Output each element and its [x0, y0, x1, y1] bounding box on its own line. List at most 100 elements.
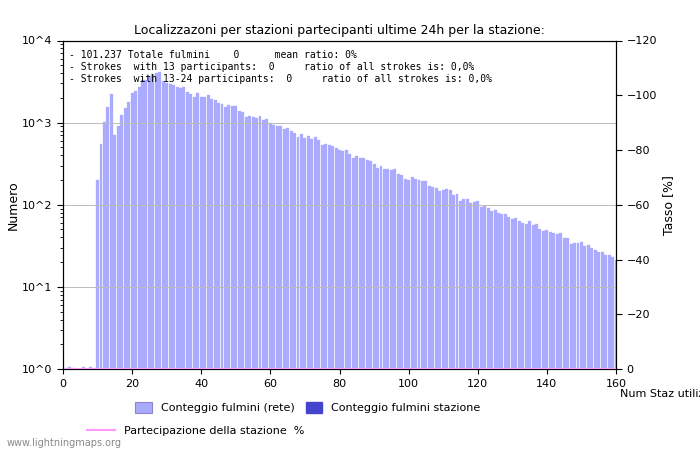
- Bar: [497, 213, 500, 450]
- Bar: [148, 77, 151, 450]
- Y-axis label: Numero: Numero: [6, 180, 20, 230]
- Bar: [463, 199, 466, 450]
- Bar: [365, 160, 369, 450]
- Bar: [72, 368, 75, 450]
- Bar: [241, 112, 244, 450]
- Bar: [169, 84, 172, 450]
- Bar: [120, 115, 123, 450]
- Bar: [151, 74, 154, 450]
- Bar: [69, 367, 71, 450]
- Bar: [103, 122, 106, 450]
- Bar: [342, 151, 344, 450]
- Bar: [193, 97, 196, 450]
- Bar: [279, 126, 282, 450]
- Bar: [587, 245, 590, 450]
- Bar: [404, 179, 407, 450]
- Bar: [117, 126, 120, 450]
- Bar: [210, 99, 213, 450]
- Bar: [262, 120, 265, 450]
- Bar: [321, 145, 323, 450]
- Bar: [245, 117, 248, 450]
- Bar: [508, 217, 510, 450]
- Text: www.lightningmaps.org: www.lightningmaps.org: [7, 438, 122, 448]
- Bar: [220, 104, 223, 450]
- Bar: [431, 187, 434, 450]
- Bar: [559, 234, 562, 450]
- Bar: [566, 238, 569, 450]
- Bar: [231, 106, 234, 450]
- Bar: [251, 117, 255, 450]
- Bar: [96, 180, 99, 450]
- Bar: [144, 80, 148, 450]
- Bar: [110, 94, 113, 450]
- Bar: [573, 243, 576, 450]
- Bar: [535, 224, 538, 450]
- Bar: [89, 368, 92, 450]
- Bar: [134, 91, 137, 450]
- Bar: [269, 123, 272, 450]
- Bar: [362, 158, 365, 450]
- Bar: [522, 223, 524, 450]
- Bar: [424, 181, 428, 450]
- Bar: [531, 225, 535, 450]
- Bar: [265, 119, 268, 450]
- Bar: [397, 174, 400, 450]
- Bar: [604, 255, 607, 450]
- Bar: [65, 369, 68, 450]
- Bar: [338, 150, 341, 450]
- Bar: [438, 191, 441, 450]
- Bar: [276, 126, 279, 450]
- Bar: [172, 86, 175, 450]
- Bar: [272, 125, 275, 450]
- Bar: [445, 189, 448, 450]
- Bar: [442, 190, 444, 450]
- Bar: [407, 180, 410, 450]
- Bar: [228, 105, 230, 450]
- Bar: [138, 86, 141, 450]
- Bar: [297, 137, 300, 450]
- Bar: [518, 221, 521, 450]
- Bar: [307, 136, 310, 450]
- Bar: [83, 367, 85, 450]
- Bar: [428, 186, 430, 450]
- Bar: [324, 144, 327, 450]
- Bar: [106, 107, 109, 450]
- Bar: [359, 158, 362, 450]
- Bar: [514, 218, 517, 450]
- Bar: [331, 146, 334, 450]
- Bar: [131, 94, 134, 450]
- Bar: [552, 233, 555, 450]
- Bar: [435, 188, 438, 450]
- Bar: [473, 202, 476, 450]
- Bar: [480, 207, 483, 450]
- Bar: [570, 244, 573, 450]
- Bar: [545, 230, 548, 450]
- Bar: [79, 369, 82, 450]
- Bar: [459, 201, 462, 450]
- Bar: [328, 145, 330, 450]
- Y-axis label: Tasso [%]: Tasso [%]: [662, 175, 676, 235]
- Bar: [414, 179, 417, 450]
- Bar: [283, 129, 286, 450]
- Bar: [248, 116, 251, 450]
- Bar: [490, 211, 493, 450]
- Bar: [594, 250, 596, 450]
- Bar: [421, 181, 424, 450]
- Bar: [528, 221, 531, 450]
- Bar: [411, 177, 414, 450]
- Bar: [317, 140, 320, 450]
- Bar: [400, 175, 403, 450]
- Bar: [379, 166, 382, 450]
- Bar: [304, 139, 307, 450]
- Bar: [349, 154, 351, 450]
- Legend: Conteggio fulmini (rete), Conteggio fulmini stazione: Conteggio fulmini (rete), Conteggio fulm…: [131, 397, 485, 418]
- Bar: [470, 203, 473, 450]
- Bar: [141, 80, 144, 450]
- Bar: [556, 234, 559, 450]
- Bar: [417, 180, 421, 450]
- Bar: [238, 111, 241, 450]
- Bar: [314, 137, 317, 450]
- Bar: [452, 195, 455, 450]
- Bar: [99, 144, 102, 450]
- Bar: [190, 94, 193, 450]
